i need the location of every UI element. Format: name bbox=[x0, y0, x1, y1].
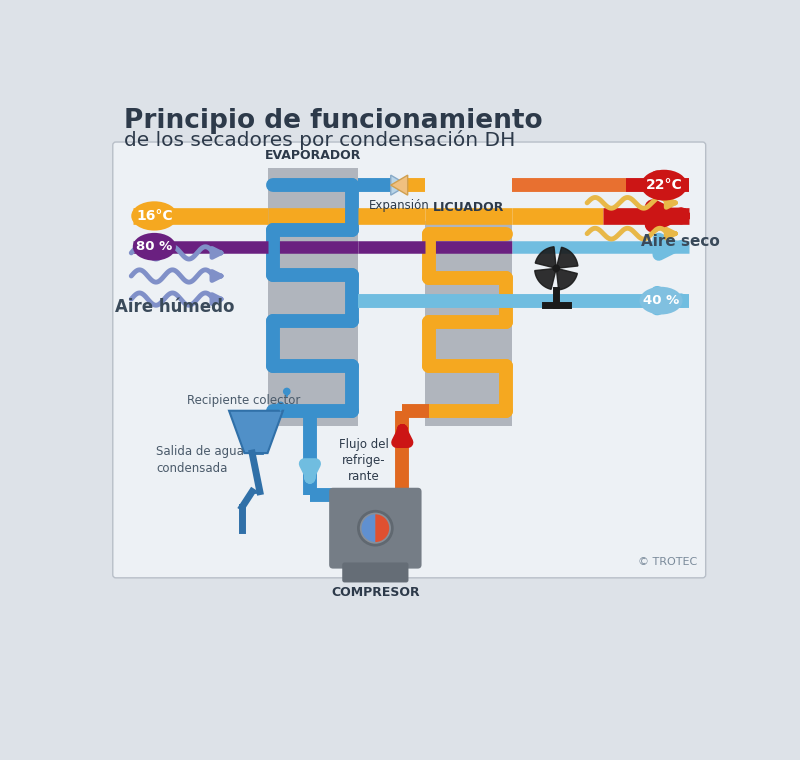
Text: Aire seco: Aire seco bbox=[641, 234, 720, 249]
Polygon shape bbox=[535, 247, 556, 268]
Text: Expansión: Expansión bbox=[369, 199, 430, 212]
Polygon shape bbox=[556, 268, 578, 290]
Polygon shape bbox=[390, 175, 408, 195]
Ellipse shape bbox=[639, 287, 682, 315]
Text: Recipiente colector: Recipiente colector bbox=[186, 394, 300, 407]
FancyBboxPatch shape bbox=[113, 142, 706, 578]
Text: LICUADOR: LICUADOR bbox=[433, 201, 504, 214]
Text: 40 %: 40 % bbox=[643, 294, 679, 307]
Wedge shape bbox=[375, 515, 390, 542]
Polygon shape bbox=[278, 405, 284, 412]
Text: Aire húmedo: Aire húmedo bbox=[115, 298, 235, 315]
Polygon shape bbox=[534, 268, 556, 290]
Bar bbox=[267, 168, 358, 426]
Text: 22°C: 22°C bbox=[646, 178, 682, 192]
Circle shape bbox=[277, 401, 285, 409]
FancyBboxPatch shape bbox=[342, 562, 409, 582]
Polygon shape bbox=[556, 247, 578, 268]
Polygon shape bbox=[290, 410, 296, 418]
Text: 16°C: 16°C bbox=[136, 209, 173, 223]
Ellipse shape bbox=[133, 233, 176, 261]
Ellipse shape bbox=[641, 169, 687, 201]
Text: EVAPORADOR: EVAPORADOR bbox=[265, 149, 361, 162]
Text: 80 %: 80 % bbox=[136, 240, 173, 253]
Circle shape bbox=[289, 407, 297, 415]
Text: Flujo del
refrige-
rante: Flujo del refrige- rante bbox=[339, 439, 389, 483]
Polygon shape bbox=[390, 175, 408, 195]
Text: COMPRESOR: COMPRESOR bbox=[331, 586, 420, 600]
Circle shape bbox=[553, 264, 560, 272]
Text: © TROTEC: © TROTEC bbox=[638, 557, 698, 567]
Polygon shape bbox=[284, 391, 290, 398]
Circle shape bbox=[283, 388, 290, 395]
Text: de los secadores por condensación DH: de los secadores por condensación DH bbox=[123, 130, 515, 150]
Wedge shape bbox=[362, 515, 375, 542]
Text: Principio de funcionamiento: Principio de funcionamiento bbox=[123, 108, 542, 135]
Text: Salida de agua
condensada: Salida de agua condensada bbox=[156, 445, 244, 476]
Polygon shape bbox=[229, 410, 283, 453]
Ellipse shape bbox=[131, 201, 178, 230]
Circle shape bbox=[358, 511, 392, 545]
Bar bbox=[426, 220, 512, 426]
FancyBboxPatch shape bbox=[329, 488, 422, 568]
